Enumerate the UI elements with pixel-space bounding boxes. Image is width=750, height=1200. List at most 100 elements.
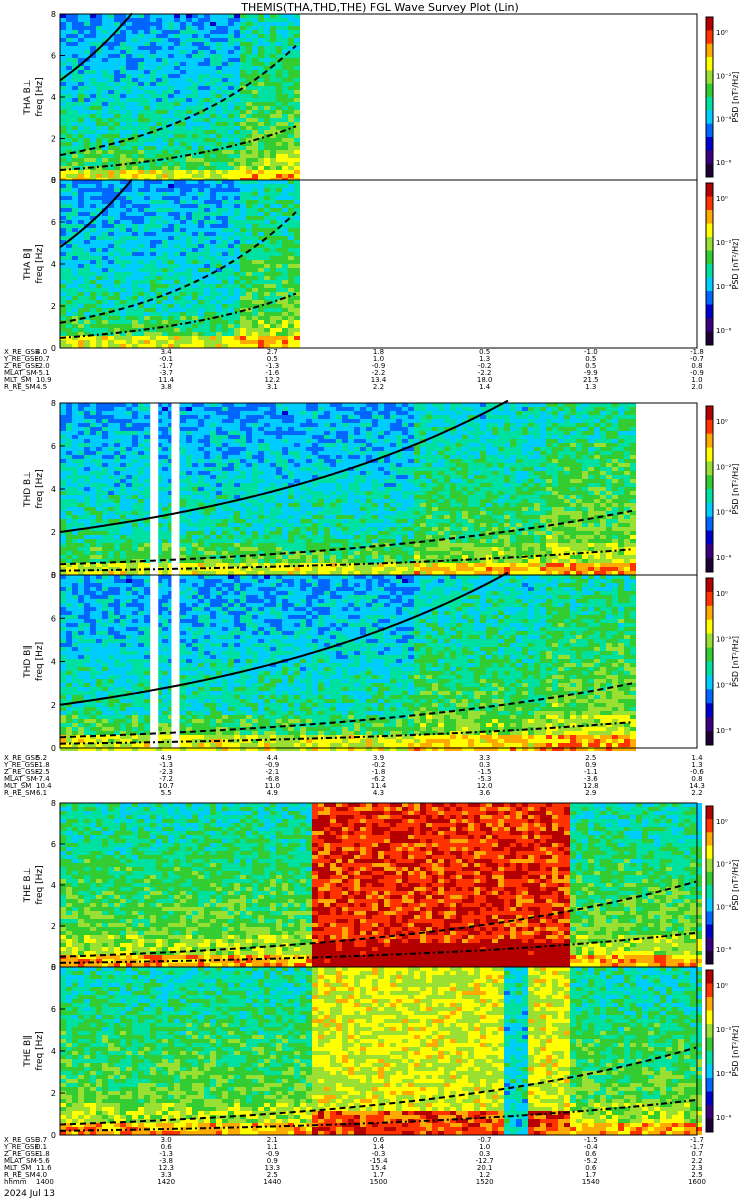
spectrogram-cell xyxy=(156,46,162,50)
spectrogram-cell xyxy=(66,543,72,547)
spectrogram-cell xyxy=(210,439,216,443)
spectrogram-cell xyxy=(78,184,84,188)
spectrogram-cell xyxy=(270,30,276,34)
spectrogram-cell xyxy=(240,192,246,196)
spectrogram-cell xyxy=(78,134,84,138)
spectrogram-cell xyxy=(72,118,78,122)
spectrogram-cell xyxy=(252,200,258,204)
spectrogram-cell xyxy=(156,340,162,344)
spectrogram-cell xyxy=(198,134,204,138)
y-tick-label: 0 xyxy=(51,344,56,353)
spectrogram-cell xyxy=(120,46,126,50)
spectrogram-cell xyxy=(222,220,228,224)
spectrogram-cell xyxy=(78,451,84,455)
spectrogram-cell xyxy=(168,142,174,146)
spectrogram-cell xyxy=(270,204,276,208)
spectrogram-cell xyxy=(258,162,264,166)
spectrogram-cell xyxy=(192,403,198,407)
spectrogram-cell xyxy=(210,551,216,555)
spectrogram-cell xyxy=(252,208,258,212)
spectrogram-cell xyxy=(240,78,246,82)
spectrogram-cell xyxy=(144,98,150,102)
spectrogram-cell xyxy=(120,232,126,236)
spectrogram-cell xyxy=(144,455,150,459)
spectrogram-cell xyxy=(174,150,180,154)
spectrogram-cell xyxy=(108,110,114,114)
spectrogram-cell xyxy=(138,419,144,423)
spectrogram-cell xyxy=(132,146,138,150)
spectrogram-cell xyxy=(120,240,126,244)
spectrogram-cell xyxy=(72,571,78,575)
spectrogram-cell xyxy=(84,240,90,244)
spectrogram-cell xyxy=(192,411,198,415)
spectrogram-cell xyxy=(198,543,204,547)
spectrogram-cell xyxy=(84,280,90,284)
spectrogram-cell xyxy=(78,411,84,415)
spectrogram-cell xyxy=(84,184,90,188)
spectrogram-cell xyxy=(276,34,282,38)
spectrogram-cell xyxy=(150,208,156,212)
spectrogram-cell xyxy=(72,130,78,134)
spectrogram-cell xyxy=(120,58,126,62)
spectrogram-cell xyxy=(72,503,78,507)
spectrogram-cell xyxy=(114,260,120,264)
spectrogram-cell xyxy=(72,304,78,308)
spectrogram-cell xyxy=(108,304,114,308)
spectrogram-cell xyxy=(294,320,300,324)
spectrogram-cell xyxy=(216,196,222,200)
spectrogram-cell xyxy=(144,220,150,224)
spectrogram-cell xyxy=(138,228,144,232)
spectrogram-cell xyxy=(102,280,108,284)
spectrogram-cell xyxy=(114,272,120,276)
spectrogram-cell xyxy=(258,527,264,531)
spectrogram-cell xyxy=(216,423,222,427)
spectrogram-cell xyxy=(66,208,72,212)
spectrogram-cell xyxy=(234,340,240,344)
spectrogram-cell xyxy=(252,455,258,459)
spectrogram-cell xyxy=(66,162,72,166)
spectrogram-cell xyxy=(138,535,144,539)
spectrogram-cell xyxy=(66,439,72,443)
spectrogram-cell xyxy=(246,134,252,138)
spectrogram-cell xyxy=(180,551,186,555)
spectrogram-cell xyxy=(264,34,270,38)
spectrogram-cell xyxy=(144,232,150,236)
spectrogram-cell xyxy=(144,94,150,98)
spectrogram-cell xyxy=(252,547,258,551)
spectrogram-cell xyxy=(294,184,300,188)
spectrogram-cell xyxy=(90,98,96,102)
spectrogram-cell xyxy=(294,300,300,304)
spectrogram-cell xyxy=(264,487,270,491)
spectrogram-cell xyxy=(90,118,96,122)
spectrogram-cell xyxy=(90,22,96,26)
spectrogram-cell xyxy=(240,439,246,443)
spectrogram-cell xyxy=(258,142,264,146)
spectrogram-cell xyxy=(84,471,90,475)
spectrogram-cell xyxy=(204,204,210,208)
spectrogram-cell xyxy=(138,106,144,110)
spectrogram-cell xyxy=(186,519,192,523)
spectrogram-cell xyxy=(192,212,198,216)
spectrogram-cell xyxy=(66,264,72,268)
spectrogram-cell xyxy=(288,192,294,196)
spectrogram-cell xyxy=(258,487,264,491)
spectrogram-cell xyxy=(282,276,288,280)
spectrogram-cell xyxy=(186,411,192,415)
spectrogram-cell xyxy=(282,328,288,332)
spectrogram-cell xyxy=(240,244,246,248)
spectrogram-cell xyxy=(114,431,120,435)
spectrogram-cell xyxy=(288,38,294,42)
spectrogram-cell xyxy=(252,154,258,158)
spectrogram-cell xyxy=(132,110,138,114)
spectrogram-cell xyxy=(168,130,174,134)
spectrogram-cell xyxy=(108,98,114,102)
spectrogram-cell xyxy=(90,62,96,66)
spectrogram-cell xyxy=(102,407,108,411)
spectrogram-cell xyxy=(138,166,144,170)
spectrogram-cell xyxy=(264,276,270,280)
spectrogram-cell xyxy=(132,192,138,196)
spectrogram-cell xyxy=(264,308,270,312)
spectrogram-cell xyxy=(234,252,240,256)
spectrogram-cell xyxy=(144,491,150,495)
spectrogram-cell xyxy=(102,14,108,18)
